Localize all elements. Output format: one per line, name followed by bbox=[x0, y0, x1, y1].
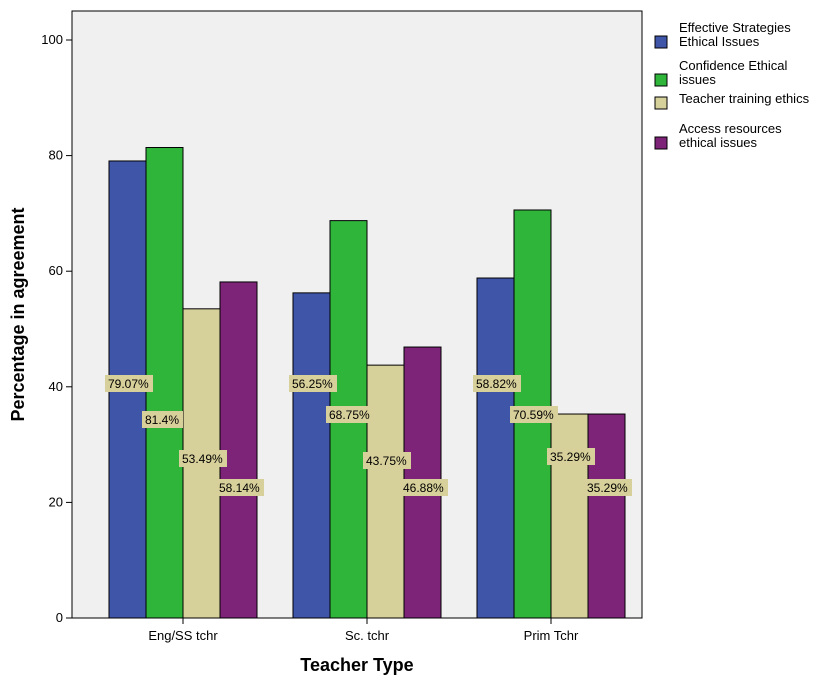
data-label-bg bbox=[289, 375, 337, 392]
data-label-bg bbox=[142, 411, 183, 428]
data-label-bg bbox=[179, 450, 227, 467]
data-label: 68.75% bbox=[326, 406, 374, 423]
data-label-bg bbox=[105, 375, 153, 392]
legend-swatch bbox=[654, 35, 668, 49]
legend-swatch bbox=[654, 136, 668, 150]
legend-swatch bbox=[654, 73, 668, 87]
data-labels-group: 79.07% 56.25% 58.82% 81.4% 68.75% 70.59% 53.49… bbox=[105, 375, 632, 496]
data-label: 58.82% bbox=[473, 375, 521, 392]
data-label: 56.25% bbox=[289, 375, 337, 392]
data-label-text: 79.07% bbox=[108, 377, 149, 391]
bar-1-3 bbox=[476, 277, 515, 619]
data-label-text: 53.49% bbox=[182, 452, 223, 466]
x-tick-label: Sc. tchr bbox=[345, 628, 390, 643]
y-tick-label: 40 bbox=[49, 379, 63, 394]
legend-item-3: Teacher training ethics bbox=[654, 91, 810, 110]
data-label-text: 46.88% bbox=[403, 481, 444, 495]
bar-4-1 bbox=[219, 281, 258, 619]
bar-3-2 bbox=[366, 364, 405, 619]
data-label-text: 35.29% bbox=[587, 481, 628, 495]
data-label-bg bbox=[216, 479, 264, 496]
data-label: 81.4% bbox=[142, 411, 183, 428]
data-label: 43.75% bbox=[363, 452, 411, 469]
y-tick-label: 60 bbox=[49, 263, 63, 278]
legend-item-2: Confidence Ethical issues bbox=[654, 58, 788, 87]
legend-swatch bbox=[654, 96, 668, 110]
data-label-text: 70.59% bbox=[513, 408, 554, 422]
data-label-bg bbox=[473, 375, 521, 392]
legend-label: Effective Strategies Ethical Issues bbox=[679, 20, 791, 49]
bar-3-3 bbox=[550, 413, 589, 619]
data-label-bg bbox=[547, 448, 595, 465]
data-label: 70.59% bbox=[510, 406, 558, 423]
y-tick-label: 80 bbox=[49, 148, 63, 163]
bars-group bbox=[108, 147, 626, 619]
legend-label: Confidence Ethical issues bbox=[679, 58, 788, 87]
data-label-bg bbox=[584, 479, 632, 496]
data-label-text: 58.14% bbox=[219, 481, 260, 495]
bar-4-3 bbox=[587, 413, 626, 619]
data-label-text: 58.82% bbox=[476, 377, 517, 391]
data-label-bg bbox=[510, 406, 558, 423]
data-label: 35.29% bbox=[584, 479, 632, 496]
y-axis: 0 20 40 60 80 100 bbox=[41, 32, 72, 625]
legend-label: Access resources ethical issues bbox=[679, 121, 782, 150]
data-label-text: 68.75% bbox=[329, 408, 370, 422]
legend-item-1: Effective Strategies Ethical Issues bbox=[654, 20, 791, 49]
x-axis: Eng/SS tchr Sc. tchr Prim Tchr bbox=[148, 618, 579, 643]
x-tick-label: Prim Tchr bbox=[524, 628, 579, 643]
data-label: 35.29% bbox=[547, 448, 595, 465]
y-tick-label: 0 bbox=[56, 610, 63, 625]
bar-1-2 bbox=[292, 292, 331, 619]
x-tick-label: Eng/SS tchr bbox=[148, 628, 218, 643]
data-label: 58.14% bbox=[216, 479, 264, 496]
x-axis-title: Teacher Type bbox=[300, 655, 413, 675]
data-label: 53.49% bbox=[179, 450, 227, 467]
data-label-text: 56.25% bbox=[292, 377, 333, 391]
data-label: 79.07% bbox=[105, 375, 153, 392]
y-axis-title: Percentage in agreement bbox=[8, 207, 28, 421]
data-label-bg bbox=[326, 406, 374, 423]
data-label-text: 81.4% bbox=[145, 413, 179, 427]
legend: Effective Strategies Ethical Issues Confid… bbox=[654, 20, 810, 150]
data-label: 46.88% bbox=[400, 479, 448, 496]
legend-item-4: Access resources ethical issues bbox=[654, 121, 782, 150]
y-tick-label: 100 bbox=[41, 32, 63, 47]
data-label-bg bbox=[363, 452, 411, 469]
y-tick-label: 20 bbox=[49, 494, 63, 509]
legend-label: Teacher training ethics bbox=[679, 91, 810, 106]
data-label-text: 35.29% bbox=[550, 450, 591, 464]
data-label-bg bbox=[400, 479, 448, 496]
data-label-text: 43.75% bbox=[366, 454, 407, 468]
